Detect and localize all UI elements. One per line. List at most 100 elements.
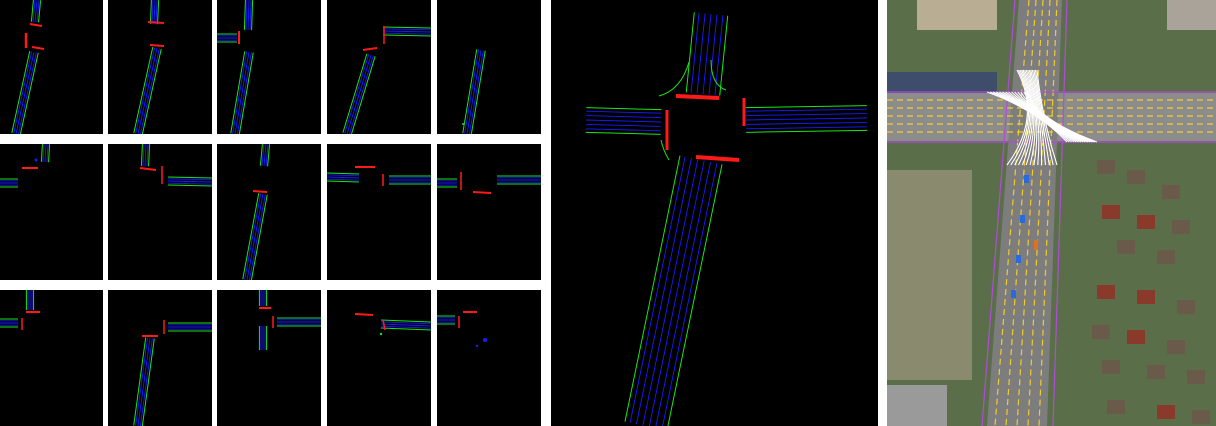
lane-centerline [349, 55, 374, 134]
lane-boundary [350, 56, 376, 134]
large-lane-map [551, 0, 878, 426]
tile-r1-c3 [217, 0, 321, 134]
stop-line [29, 23, 43, 27]
lane-centerline [249, 0, 252, 31]
lane-centerline [265, 144, 269, 167]
lane-boundary [238, 52, 254, 134]
lane-line [1016, 0, 1044, 426]
lane-boundary [624, 155, 681, 422]
lane-centerline [167, 182, 212, 185]
house [1192, 410, 1210, 424]
lane-centerline [247, 0, 250, 31]
lane-centerline [42, 144, 45, 162]
lane-boundary [140, 144, 143, 166]
tile-r3-c5 [437, 290, 541, 426]
satellite-lane-overlay [887, 0, 1216, 426]
lane-boundary [167, 184, 212, 187]
lane-boundary [38, 0, 42, 23]
stop-line [472, 191, 492, 194]
lane-centerline [344, 54, 370, 134]
lane-centerline [327, 178, 359, 181]
lane-map-tile [133, 0, 165, 134]
point [462, 123, 464, 125]
lane-centerline [642, 159, 699, 426]
lane-boundary [586, 107, 662, 111]
lane-map-tile [11, 0, 45, 134]
connector-curve [1018, 69, 1032, 166]
connector-curve [1036, 69, 1058, 166]
lane-centerline [648, 160, 705, 426]
lane-centerline [263, 144, 267, 167]
lane-boundary [660, 139, 670, 161]
lane-centerline [464, 49, 480, 134]
lane-boundary [667, 164, 723, 426]
house [1147, 365, 1165, 379]
lane-centerline [236, 52, 252, 134]
lane-boundary [157, 0, 160, 25]
building-block [1167, 0, 1216, 30]
house [1127, 330, 1145, 344]
lane-centerline [382, 32, 431, 35]
intersection-lane-map [585, 12, 868, 426]
lane-boundary [327, 180, 359, 183]
stop-line [695, 155, 740, 162]
point [475, 344, 479, 348]
lane-centerline [153, 0, 156, 25]
lane-centerline [248, 194, 266, 280]
vehicle [1020, 215, 1025, 223]
lane-centerline [137, 337, 151, 426]
lane-centerline [261, 144, 265, 166]
building-block [887, 385, 947, 426]
house [1172, 220, 1190, 234]
connector-curve [1025, 69, 1036, 166]
lane-boundary [267, 144, 271, 167]
lane-boundary [746, 129, 868, 133]
stop-line [31, 46, 45, 50]
lane-centerline [327, 176, 360, 179]
lane-centerline [135, 47, 156, 134]
lane-centerline [662, 163, 718, 426]
building-roof [887, 72, 997, 94]
lane-centerline [44, 144, 47, 163]
connector-curve [1010, 69, 1030, 166]
lane-boundary [242, 193, 260, 280]
lane-centerline [139, 338, 153, 426]
connector-curve [1027, 69, 1038, 166]
house [1092, 325, 1110, 339]
connector-curve [1026, 91, 1098, 143]
lane-centerline [585, 123, 661, 127]
house [1102, 205, 1120, 219]
lane-boundary [658, 61, 690, 97]
lane-boundary [380, 327, 431, 331]
road-boundary [981, 0, 1016, 426]
lane-centerline [151, 0, 154, 24]
lane-boundary [342, 53, 368, 133]
house [1157, 405, 1175, 419]
point [379, 332, 383, 336]
lane-centerline [745, 113, 867, 117]
house [1187, 370, 1205, 384]
lane-map-tile [258, 290, 321, 350]
house [1097, 160, 1115, 174]
lane-boundary [462, 49, 478, 134]
connector-curve [1014, 69, 1031, 166]
lane-map-tile [437, 311, 487, 348]
lane-centerline [702, 13, 712, 95]
lane-centerline [383, 28, 431, 31]
lane-boundary [11, 50, 31, 134]
aerial-satellite-image [887, 0, 1216, 426]
lane-centerline [629, 156, 686, 423]
lane-centerline [142, 144, 145, 166]
vehicle [1011, 290, 1016, 298]
house [1162, 185, 1180, 199]
lane-centerline [382, 30, 431, 33]
house [1137, 215, 1155, 229]
lane-map-tile [342, 26, 431, 134]
lane-centerline [46, 144, 49, 163]
house [1127, 170, 1145, 184]
lane-centerline [135, 337, 149, 426]
lane-boundary [250, 194, 268, 280]
lane-boundary [133, 46, 154, 134]
connector-curve [1028, 69, 1040, 166]
lane-map-tile [133, 320, 212, 426]
